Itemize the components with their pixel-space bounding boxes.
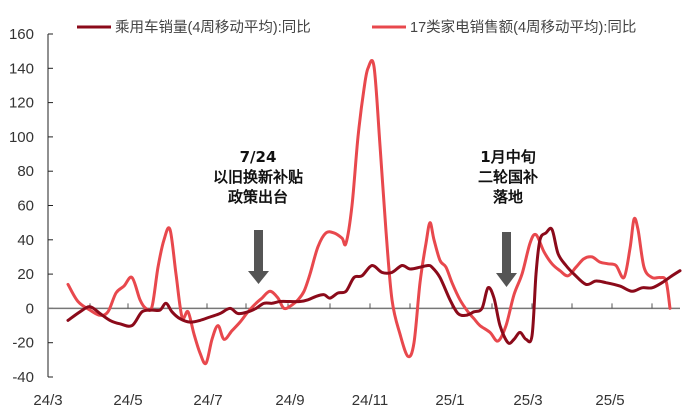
- x-tick-label: 25/1: [435, 392, 464, 409]
- x-axis: 24/3 24/5 24/7 24/9 24/11 25/1 25/3 25/5: [33, 303, 680, 409]
- annotation-date: 7/24: [240, 148, 277, 166]
- down-arrow-icon: [248, 230, 269, 284]
- y-tick-label: 160: [9, 26, 34, 43]
- x-tick-label: 24/3: [33, 392, 62, 409]
- annotation-text: 以旧换新补贴: [213, 168, 303, 186]
- x-tick-label: 24/7: [193, 392, 222, 409]
- y-tick-label: 80: [17, 163, 34, 180]
- x-tick-label: 24/5: [113, 392, 142, 409]
- y-axis: 160 140 120 100 80 60 40 20 0 -20 -40: [9, 26, 53, 386]
- x-tick-label: 24/11: [352, 392, 388, 409]
- annotation-text: 落地: [493, 188, 523, 206]
- y-tick-label: 40: [17, 232, 34, 249]
- series-lines: [66, 58, 682, 366]
- annotation-date: 1月中旬: [480, 148, 535, 166]
- y-tick-label: 100: [9, 129, 34, 146]
- annotation-second-subsidy: 1月中旬 二轮国补 落地: [478, 148, 538, 287]
- x-tick-label: 25/5: [595, 392, 624, 409]
- x-tick-label: 24/9: [275, 392, 304, 409]
- annotation-text: 政策出台: [228, 188, 288, 206]
- y-tick-label: 60: [17, 198, 34, 215]
- annotation-text: 二轮国补: [478, 168, 538, 186]
- legend-label-appliance: 17类家电销售额(4周移动平均):同比: [410, 19, 636, 36]
- series-appliance-sales: [66, 58, 672, 366]
- y-tick-label: 0: [26, 300, 34, 317]
- y-tick-label: 140: [9, 60, 34, 77]
- y-tick-label: 120: [9, 95, 34, 112]
- series-car-sales: [66, 226, 682, 345]
- legend-label-car: 乘用车销量(4周移动平均):同比: [115, 19, 311, 36]
- x-tick-label: 25/3: [513, 392, 542, 409]
- legend: 乘用车销量(4周移动平均):同比 17类家电销售额(4周移动平均):同比: [77, 19, 636, 36]
- annotation-policy-launch: 7/24 以旧换新补贴 政策出台: [213, 148, 303, 284]
- y-tick-label: -20: [12, 335, 34, 352]
- down-arrow-icon: [496, 232, 517, 287]
- y-tick-label: -40: [12, 369, 34, 386]
- y-tick-label: 20: [17, 266, 34, 283]
